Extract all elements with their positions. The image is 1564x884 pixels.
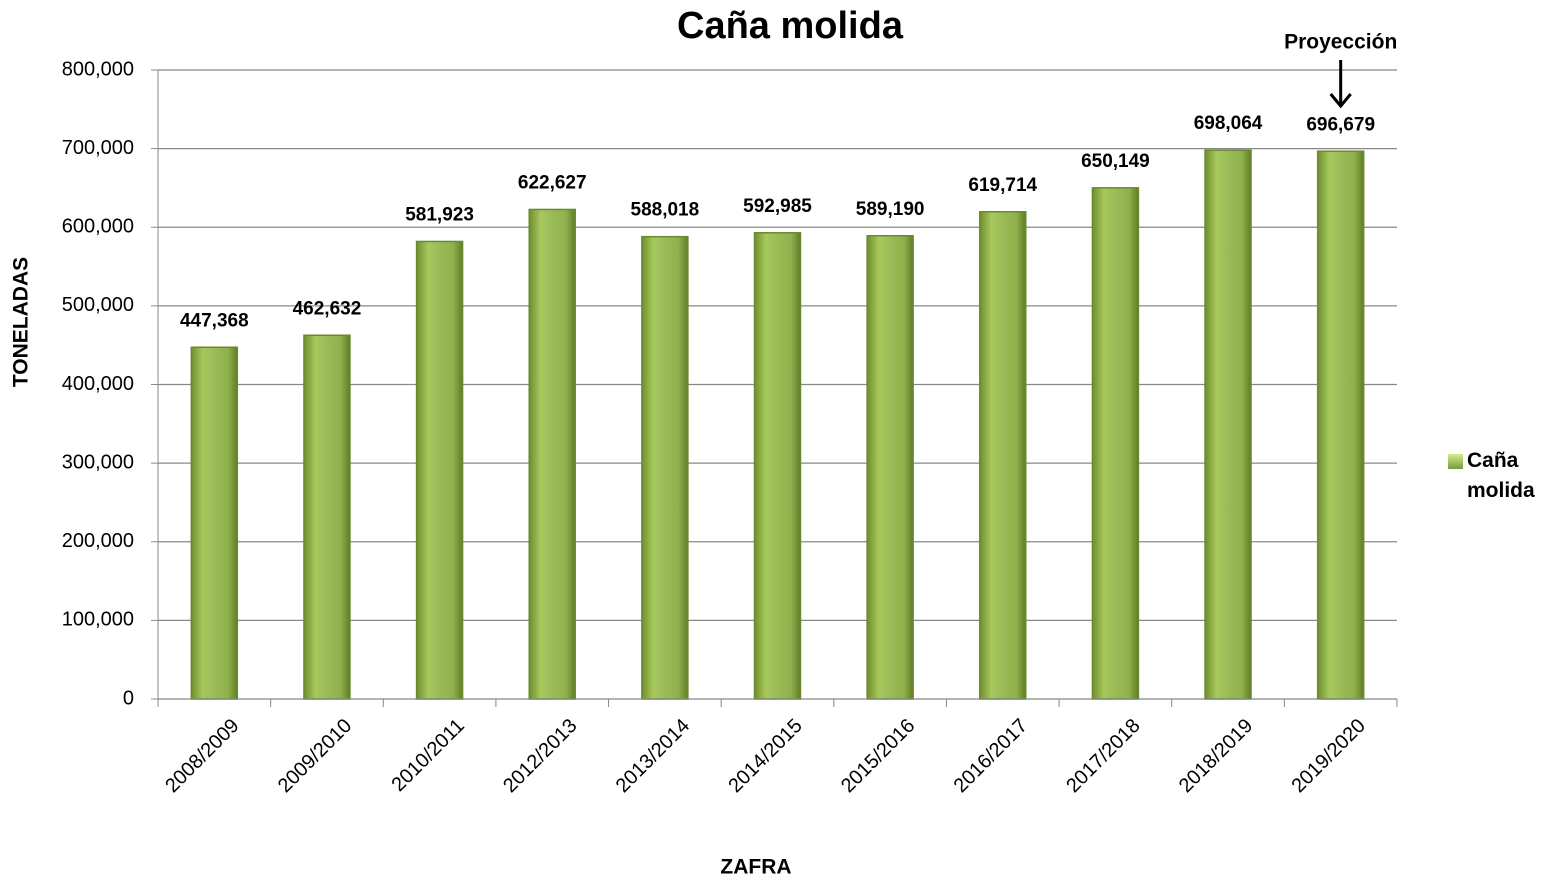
bar bbox=[753, 232, 802, 700]
x-tick-label: 2008/2009 bbox=[161, 715, 243, 797]
data-label: 622,627 bbox=[518, 172, 587, 193]
x-tick-label: 2009/2010 bbox=[274, 715, 356, 797]
y-tick-label: 500,000 bbox=[62, 294, 134, 316]
chart-title: Caña molida bbox=[677, 5, 904, 47]
legend-swatch bbox=[1448, 454, 1463, 469]
x-tick-label: 2016/2017 bbox=[950, 715, 1032, 797]
x-tick-label: 2012/2013 bbox=[499, 715, 581, 797]
data-label: 698,064 bbox=[1194, 113, 1263, 134]
bar bbox=[303, 334, 351, 700]
x-tick-label: 2014/2015 bbox=[724, 715, 806, 797]
bar bbox=[190, 346, 239, 700]
bar bbox=[1091, 187, 1140, 700]
bar bbox=[979, 210, 1027, 700]
y-tick-label: 100,000 bbox=[62, 609, 134, 631]
annotation: Proyección bbox=[1284, 31, 1397, 54]
data-label: 589,190 bbox=[856, 199, 925, 220]
x-tick-label: 2019/2020 bbox=[1288, 715, 1370, 797]
y-tick-label: 200,000 bbox=[62, 530, 134, 552]
y-tick-label: 400,000 bbox=[62, 373, 134, 395]
y-axis-title: TONELADAS bbox=[10, 257, 33, 387]
x-tick-label: 2017/2018 bbox=[1062, 715, 1144, 797]
x-tick-label: 2010/2011 bbox=[387, 715, 468, 796]
data-label: 447,368 bbox=[180, 310, 249, 331]
x-tick-label: 2013/2014 bbox=[612, 715, 694, 797]
bar bbox=[866, 234, 914, 700]
data-label: 588,018 bbox=[631, 200, 700, 221]
annotation-arrowhead bbox=[1329, 93, 1352, 109]
legend: Caña molida bbox=[1448, 446, 1558, 506]
bar bbox=[1204, 149, 1252, 700]
y-tick-label: 0 bbox=[123, 687, 134, 709]
x-tick-label: 2015/2016 bbox=[837, 715, 919, 797]
x-tick-label: 2018/2019 bbox=[1175, 715, 1257, 797]
legend-label: Caña molida bbox=[1467, 449, 1535, 502]
data-label: 581,923 bbox=[405, 204, 474, 225]
data-label: 462,632 bbox=[293, 298, 362, 319]
bar bbox=[641, 235, 689, 700]
data-label: 696,679 bbox=[1306, 114, 1375, 135]
y-tick-label: 300,000 bbox=[62, 451, 134, 473]
bar bbox=[1316, 150, 1365, 700]
bar bbox=[528, 208, 576, 700]
y-tick-label: 700,000 bbox=[62, 137, 134, 159]
data-label: 650,149 bbox=[1081, 151, 1150, 172]
data-label: 619,714 bbox=[968, 175, 1037, 196]
bar bbox=[415, 240, 464, 700]
data-label: 592,985 bbox=[743, 196, 812, 217]
y-tick-label: 800,000 bbox=[62, 58, 134, 80]
y-tick-label: 600,000 bbox=[62, 216, 134, 238]
x-axis-title: ZAFRA bbox=[720, 856, 791, 879]
